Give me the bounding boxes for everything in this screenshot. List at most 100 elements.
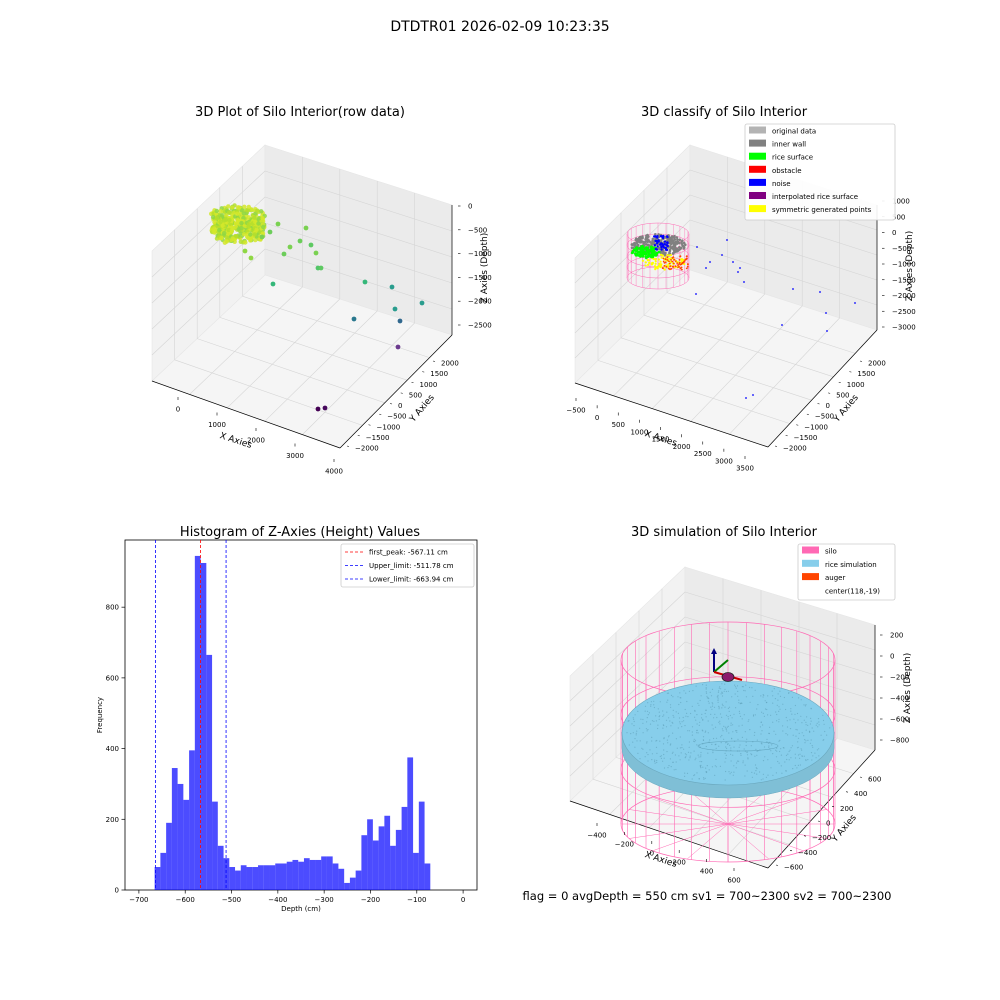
rice-texture-dot — [748, 719, 750, 721]
tick-mark — [831, 806, 835, 808]
rice-texture-dot — [642, 732, 644, 734]
rice-texture-dot — [670, 706, 672, 708]
tick-label: 200 — [890, 632, 903, 640]
rice-texture-dot — [717, 699, 719, 702]
data-point — [214, 215, 220, 221]
data-point — [224, 235, 229, 240]
rice-texture-dot — [677, 696, 679, 698]
rice-texture-dot — [645, 728, 648, 730]
tick-label: 200 — [673, 859, 686, 867]
rice-texture-dot — [671, 752, 674, 754]
tick-label: 2000 — [673, 443, 691, 451]
obstacle-point — [685, 257, 688, 260]
rice-texture-dot — [695, 719, 697, 721]
rice-texture-dot — [688, 741, 691, 743]
rice-texture-dot — [766, 708, 768, 711]
rice-surface-point — [647, 255, 650, 258]
inner-wall-point — [657, 233, 660, 236]
rice-texture-dot — [731, 737, 733, 739]
symmetric-point — [650, 262, 653, 265]
symmetric-point — [666, 254, 669, 257]
panel4-x-axis-label: X Axies — [643, 850, 678, 870]
rice-texture-dot — [778, 721, 780, 723]
rice-texture-dot — [727, 716, 729, 718]
tick-label: 0 — [890, 653, 894, 661]
inner-wall-point — [646, 243, 650, 246]
data-point — [227, 217, 232, 223]
data-point — [308, 242, 314, 248]
rice-texture-dot — [678, 717, 681, 719]
noise-point — [662, 244, 665, 247]
inner-wall-point — [670, 235, 674, 238]
rice-texture-dot — [634, 738, 636, 740]
gridline — [689, 194, 878, 256]
symmetric-point — [657, 258, 661, 261]
rice-texture-dot — [809, 742, 812, 744]
obstacle-point — [669, 268, 671, 271]
rice-texture-dot — [714, 726, 717, 728]
silo-floor-spoke — [727, 823, 770, 860]
noise-point — [666, 235, 669, 239]
histogram-title: Histogram of Z-Axies (Height) Values — [180, 525, 420, 540]
rice-texture-dot — [723, 725, 725, 728]
obstacle-point — [670, 268, 673, 270]
rice-texture-dot — [799, 753, 801, 755]
rice-texture-dot — [679, 697, 681, 699]
rice-texture-dot — [734, 684, 736, 686]
rice-texture-dot — [763, 694, 765, 696]
noise-point — [664, 246, 667, 250]
rice-texture-dot — [659, 755, 661, 758]
rice-texture-dot — [811, 727, 813, 729]
rice-texture-dot — [669, 720, 671, 722]
rice-texture-dot — [810, 739, 812, 741]
rice-texture-dot — [742, 762, 744, 764]
rice-texture-dot — [705, 709, 707, 712]
rice-surface-point — [644, 246, 648, 250]
tick-label: −3000 — [892, 324, 916, 332]
histogram-bar — [298, 861, 304, 890]
inner-wall-point — [676, 240, 680, 244]
rice-texture-dot — [718, 721, 720, 723]
rice-texture-dot — [696, 744, 698, 746]
silo-floor-spoke — [727, 823, 827, 839]
rice-texture-dot — [637, 710, 639, 713]
rice-texture-dot — [663, 714, 665, 716]
rice-texture-dot — [822, 739, 824, 741]
rice-texture-dot — [681, 726, 683, 728]
rice-texture-dot — [730, 753, 732, 755]
rice-texture-dot — [754, 714, 756, 716]
rice-texture-dot — [736, 730, 738, 732]
tick-label: 500 — [892, 213, 905, 221]
rice-texture-dot — [816, 722, 818, 724]
rice-texture-dot — [647, 714, 649, 716]
rice-texture-dot — [662, 710, 664, 712]
rice-texture-dot — [646, 717, 648, 719]
data-point — [362, 279, 368, 285]
rice-texture-dot — [657, 724, 659, 726]
noise-point — [737, 271, 739, 273]
rice-texture-dot — [804, 742, 806, 744]
rice-texture-dot — [752, 715, 755, 717]
obstacle-point — [662, 257, 665, 260]
rice-texture-dot — [632, 732, 634, 734]
noise-point — [705, 267, 707, 269]
noise-point — [792, 288, 794, 290]
rice-texture-dot — [762, 778, 764, 780]
rice-texture-dot — [670, 694, 673, 697]
noise-point — [696, 246, 698, 248]
rice-texture-dot — [775, 772, 778, 774]
histogram-bar — [194, 555, 201, 890]
rice-texture-dot — [775, 733, 777, 735]
data-point — [270, 281, 276, 287]
panel1-3d-panes — [151, 144, 453, 449]
rice-texture-dot — [791, 713, 793, 715]
rice-texture-dot — [785, 733, 787, 735]
noise-point — [781, 324, 783, 326]
rice-texture-dot — [789, 728, 792, 730]
rice-texture-dot — [696, 729, 698, 732]
data-point — [318, 265, 324, 271]
histogram-bar — [235, 870, 241, 890]
rice-texture-dot — [705, 730, 707, 732]
rice-texture-dot — [756, 773, 758, 775]
x-tick-label: −100 — [407, 896, 426, 904]
